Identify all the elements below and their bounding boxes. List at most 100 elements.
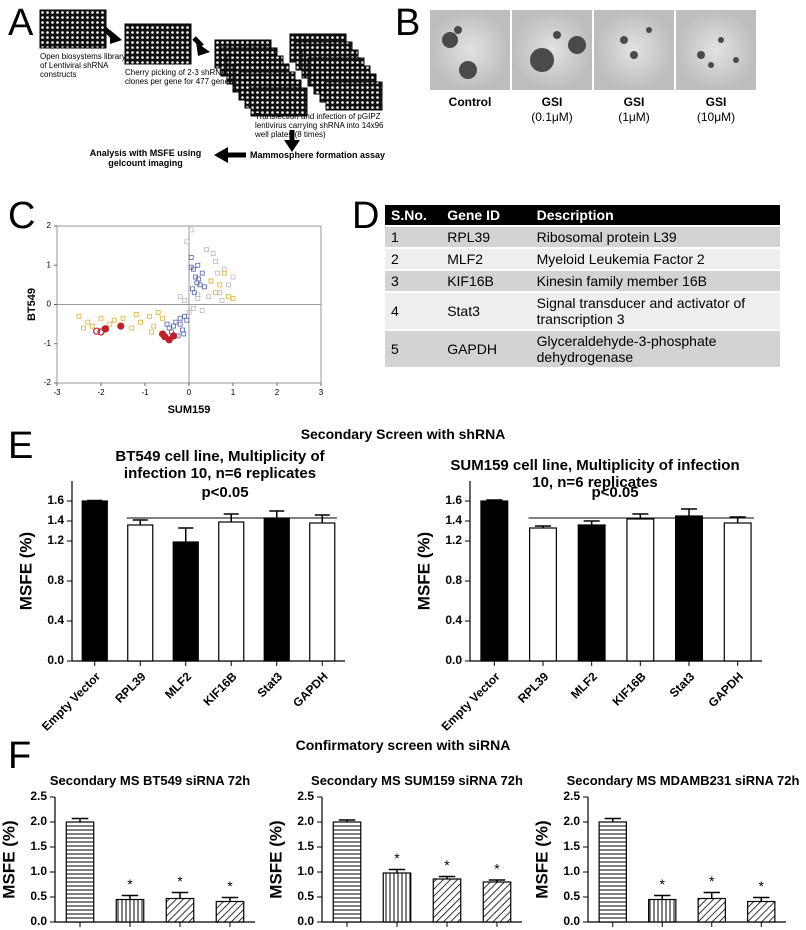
panel-label: F [8, 735, 32, 777]
bar [675, 515, 703, 662]
error-bar [171, 891, 189, 899]
point [206, 294, 212, 300]
panel-label: B [395, 2, 421, 44]
x-tick-label: Empty Vector [439, 669, 503, 733]
error-bar [488, 879, 506, 882]
bar [577, 524, 606, 662]
image-label: Control [448, 95, 492, 109]
error-bar [314, 514, 330, 523]
y-tick-label: 2.0 [30, 814, 47, 828]
micrograph [676, 10, 756, 90]
image-label: GSI [705, 95, 727, 109]
point [210, 251, 216, 256]
sphere [442, 32, 458, 48]
y-tick-label: 1.6 [445, 493, 462, 507]
point [92, 327, 101, 335]
y-tick-label: 1.5 [563, 839, 580, 853]
table-row: 5 GAPDH Glyceraldehyde-3-phosphate dehydro… [385, 331, 780, 367]
point [111, 317, 117, 323]
x-tick-label: -2 [97, 388, 105, 397]
bar [165, 897, 195, 923]
sphere [630, 51, 638, 59]
y-tick-label: 1.2 [445, 533, 462, 547]
point [217, 282, 223, 288]
chart-title: SUM159 cell line, Multiplicity of infect… [450, 457, 740, 492]
panel-label: A [8, 2, 34, 44]
chart-title: Secondary MS SUM159 siRNA 72h [311, 773, 523, 788]
step-text: Analysis with MSFE using gelcount imagin… [89, 148, 202, 169]
y-tick-label: 2.0 [563, 814, 580, 828]
table-row: 1 RPL39 Ribosomal protein L39 [385, 227, 780, 247]
table-cell: 2 [391, 251, 399, 267]
point [195, 296, 201, 302]
panel-label: D [352, 195, 380, 237]
point [98, 315, 104, 321]
error-bar [178, 527, 194, 542]
well-plate [124, 23, 192, 65]
table-cell: RPL39 [447, 229, 491, 245]
point [129, 325, 135, 331]
bar [215, 900, 245, 923]
y-tick-label: 0.5 [297, 889, 314, 903]
bar [81, 500, 108, 662]
y-tick-label: 2.5 [30, 789, 47, 803]
y-tick-label: 0.4 [47, 613, 64, 627]
y-tick-label: 1.0 [563, 864, 580, 878]
point [230, 274, 236, 280]
x-tick-label: RPL39 [515, 669, 552, 706]
bar [172, 541, 199, 662]
table-row: 3 KIF16B Kinesin family member 16B [385, 271, 780, 291]
point [212, 290, 218, 296]
point [170, 332, 178, 340]
point [226, 294, 232, 300]
point [117, 322, 125, 330]
point [199, 307, 205, 313]
y-tick-label: 1.0 [297, 864, 314, 878]
error-bar [632, 513, 649, 519]
point [221, 266, 227, 272]
y-tick-label: 1.2 [47, 533, 64, 547]
error-bar [121, 894, 139, 900]
y-tick-label: 0.0 [30, 914, 47, 928]
significance-mark: * [494, 861, 500, 877]
sphere [718, 37, 724, 43]
point [177, 294, 183, 300]
error-bar [71, 817, 89, 822]
sphere [459, 61, 477, 79]
bar [65, 821, 95, 923]
point [221, 270, 227, 276]
y-tick-label: 1.4 [445, 513, 462, 527]
point [151, 323, 157, 329]
x-axis-label: SUM159 [168, 404, 211, 416]
x-tick-label: MLF2 [162, 669, 194, 701]
point [85, 319, 91, 325]
point [120, 315, 126, 321]
gene-table: S.No. Gene ID Description 1 RPL39 Ribosomal p… [385, 203, 780, 369]
point [171, 323, 177, 329]
point [138, 319, 144, 325]
bar [529, 527, 557, 662]
table-cell: MLF2 [447, 251, 483, 267]
error-bar [604, 817, 621, 822]
significance-mark: * [177, 873, 183, 889]
chart-title: BT549 cell line, Multiplicity of infecti… [115, 448, 325, 483]
table-cell: Ribosomal protein L39 [536, 229, 677, 245]
table-cell: 3 [391, 273, 399, 289]
x-tick-label: 2 [275, 388, 280, 397]
sphere [708, 62, 714, 68]
bar [309, 522, 336, 662]
table-cell: Signal transducer and activator of trans… [536, 295, 746, 327]
point [155, 309, 161, 315]
point [159, 330, 167, 338]
y-tick-label: 1.6 [47, 493, 64, 507]
error-bar [221, 896, 239, 902]
point [181, 331, 187, 337]
point [177, 321, 183, 327]
point [201, 284, 207, 290]
point [182, 298, 188, 303]
x-tick-label: -3 [53, 388, 61, 397]
y-tick-label: 1.5 [30, 839, 47, 853]
point [196, 276, 202, 282]
chart-title: Secondary MS MDAMB231 siRNA 72h [566, 773, 800, 788]
y-tick-label: 1.5 [297, 839, 314, 853]
